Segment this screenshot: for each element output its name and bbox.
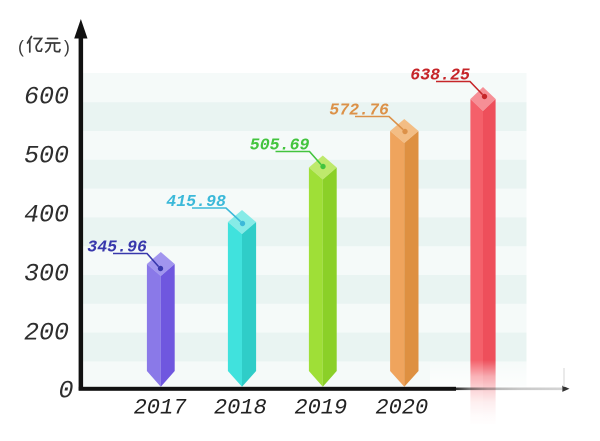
svg-text:2019: 2019 [294,395,347,420]
svg-text:415.98: 415.98 [166,192,226,211]
svg-text:2020: 2020 [375,395,428,420]
svg-text:500: 500 [24,141,69,170]
svg-text:200: 200 [24,318,69,347]
svg-text:572.76: 572.76 [329,100,389,119]
svg-text:(: ( [18,37,24,57]
svg-text:300: 300 [24,259,69,288]
svg-text:2017: 2017 [134,395,188,420]
svg-text:638.25: 638.25 [410,65,470,84]
svg-text:600: 600 [24,82,69,111]
svg-text:400: 400 [24,200,69,229]
svg-text:0: 0 [58,377,73,406]
svg-text:505.69: 505.69 [250,135,310,154]
svg-text:345.96: 345.96 [87,237,147,256]
svg-text:): ) [64,37,70,57]
svg-text:2018: 2018 [214,395,267,420]
